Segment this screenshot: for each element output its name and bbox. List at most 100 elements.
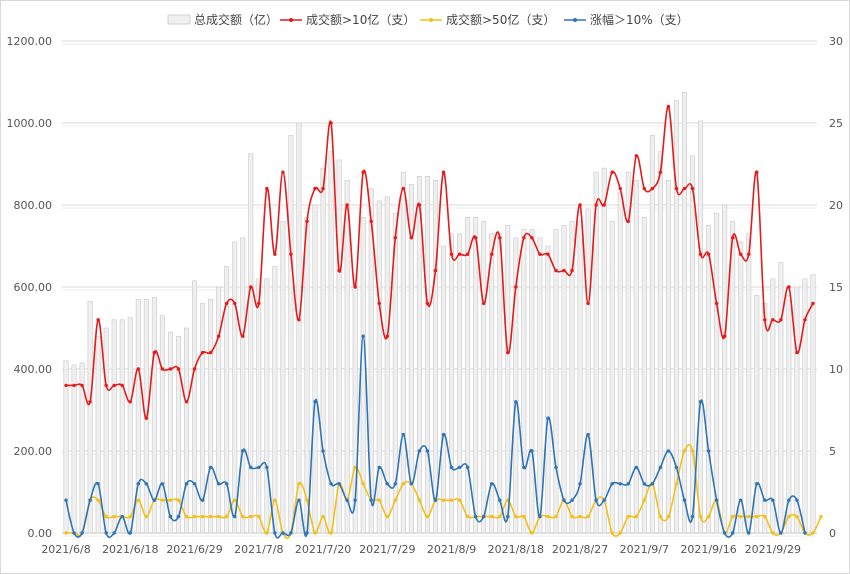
series-point [305,219,309,224]
series-point [144,514,149,519]
series-point [160,498,165,502]
series-point [321,514,325,519]
series-point [401,432,406,437]
bar [561,225,567,534]
series-point [257,301,261,306]
series-point [546,416,550,420]
x-tick-label: 2021/9/29 [745,543,801,556]
series-point [385,334,389,338]
bar [312,204,318,534]
series-point [281,170,285,174]
series-point [417,498,422,502]
bar [344,180,350,534]
bar [336,159,342,534]
series-point [626,482,630,486]
series-point [642,482,647,486]
bar [408,184,414,534]
series-point [393,236,398,240]
series-point [441,170,446,174]
series-point [490,514,494,519]
series-point [128,514,132,519]
series-point [747,252,751,256]
series-point [216,334,221,338]
series-point [305,531,309,535]
series-point [594,203,598,207]
y-left-tick-label: 200.00 [14,445,53,458]
bar [192,280,198,534]
series-point [562,268,566,273]
series-point [698,400,703,404]
series-point [441,498,446,502]
bar [545,245,551,534]
series-point [353,285,357,289]
series-point [473,514,478,519]
bar [489,233,495,534]
series-point [112,383,116,388]
bar [529,229,535,534]
series-point [385,514,389,519]
series-point [481,514,486,519]
series-point [136,367,141,371]
series-point [160,482,165,486]
bar [183,327,190,534]
series-point [570,268,574,273]
bar [320,167,326,534]
series-point [714,301,719,306]
series-point [184,482,189,486]
bar [810,274,816,534]
y-right-tick-label: 15 [829,281,843,294]
series-line [66,105,814,420]
series-point [586,432,590,437]
series-point [305,498,309,502]
series-point [297,482,301,486]
series-point [457,252,462,256]
series-point [666,104,671,109]
series-point [232,301,237,306]
series-point [273,498,277,502]
y-left-tick-label: 600.00 [14,281,53,294]
series-point [449,498,454,502]
bar [698,120,704,534]
series-point [425,301,430,306]
bar [111,319,117,534]
series-point [490,482,494,486]
series-point [72,531,76,535]
series-point [144,416,149,420]
bar [424,176,430,534]
series-point [586,301,590,306]
series-point [618,531,622,535]
series-point [289,531,293,535]
series-point [522,236,526,240]
series-point [313,186,317,191]
series-point [208,514,213,519]
series-point [425,514,430,519]
series-point [192,514,197,519]
bar [633,180,639,534]
series-point [642,498,647,502]
x-tick-label: 2021/9/7 [620,543,669,556]
bar [625,171,631,534]
bar [553,229,559,534]
series-point [811,301,815,306]
x-tick-label: 2021/7/8 [234,543,283,556]
series-point [232,514,237,519]
series-point [658,514,663,519]
series-point [337,482,341,486]
series-point [120,383,124,388]
series-point [722,531,727,535]
bar [585,208,591,534]
y-right-tick-label: 0 [829,527,836,540]
series-point [64,498,68,502]
bar [248,153,254,534]
series-point [136,482,141,486]
series-point [755,482,759,486]
series-point [690,514,695,519]
series-point [224,514,229,519]
series-point [682,498,687,502]
series-point [650,186,655,191]
series-point [819,514,823,519]
bar [481,221,487,534]
series-point [522,514,526,519]
series-point [160,367,165,371]
y-left-tick-label: 1200.00 [7,35,53,48]
